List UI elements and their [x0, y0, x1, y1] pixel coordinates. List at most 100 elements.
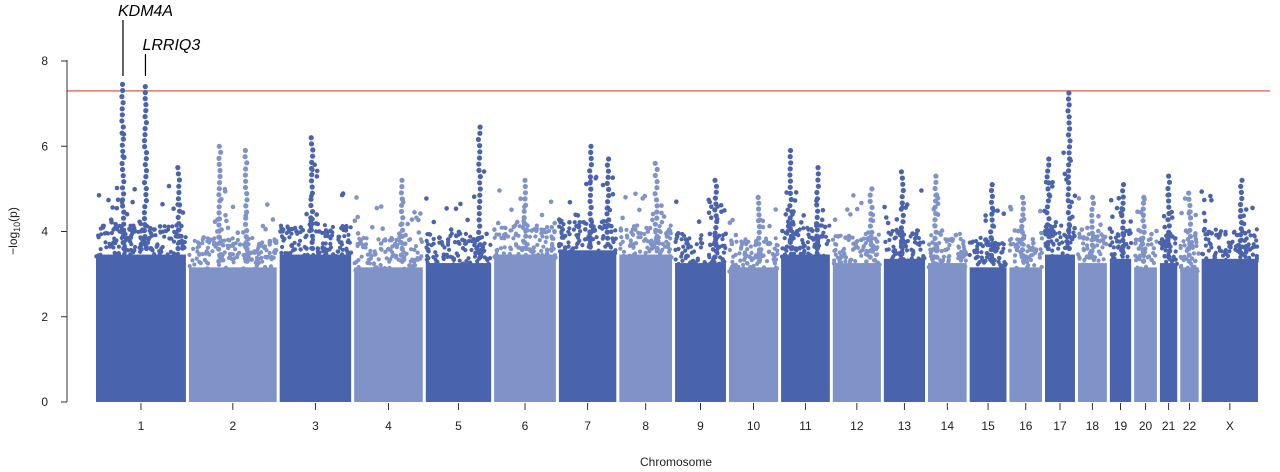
snp-point: [1109, 229, 1114, 234]
data-points: [94, 81, 1260, 402]
peak-point: [899, 200, 905, 206]
snp-point: [720, 237, 725, 242]
peak-point: [755, 194, 761, 200]
snp-point: [1148, 236, 1153, 242]
peak-point: [216, 234, 222, 240]
snp-point: [1195, 268, 1200, 274]
snp-point: [471, 194, 477, 199]
snp-point: [578, 229, 583, 234]
peak-point: [587, 174, 594, 180]
peak-point: [173, 230, 179, 235]
snp-point: [1098, 222, 1103, 227]
peak-point: [1066, 90, 1072, 96]
peak-point: [899, 250, 905, 256]
snp-point: [256, 260, 262, 265]
snp-point: [374, 205, 380, 211]
snp-point: [322, 223, 327, 228]
snp-point: [433, 250, 438, 255]
snp-point: [941, 254, 947, 259]
snp-point: [466, 256, 471, 261]
peak-point: [719, 209, 724, 214]
snp-point: [630, 256, 635, 261]
snp-point: [822, 224, 828, 230]
peak-point: [900, 181, 906, 187]
peak-point: [1046, 216, 1052, 222]
snp-point: [876, 232, 881, 237]
peak-point: [758, 247, 764, 252]
peak-point: [143, 108, 149, 114]
snp-point: [1124, 228, 1129, 234]
peak-point: [1065, 96, 1072, 102]
snp-point: [561, 249, 567, 254]
snp-point: [343, 228, 349, 233]
snp-point: [132, 187, 137, 192]
snp-point: [818, 254, 823, 259]
snp-point: [1243, 254, 1248, 259]
snp-point: [345, 252, 350, 257]
peak-point: [308, 141, 315, 147]
snp-point: [514, 231, 519, 236]
peak-point: [587, 168, 593, 174]
peak-point: [898, 206, 904, 212]
snp-point: [311, 252, 316, 258]
snp-point: [340, 247, 345, 252]
snp-point: [444, 206, 449, 211]
snp-point: [623, 195, 628, 200]
peak-point: [649, 242, 654, 248]
x-tick-label: 5: [455, 419, 462, 433]
x-tick-label: 9: [697, 419, 704, 433]
snp-point: [378, 241, 384, 246]
peak-point: [175, 245, 181, 252]
snp-point: [340, 252, 345, 257]
peak-point: [713, 236, 719, 242]
snp-point: [957, 231, 963, 236]
snp-point: [122, 252, 127, 257]
snp-point: [425, 253, 430, 259]
snp-point: [1030, 237, 1036, 242]
peak-point: [243, 234, 249, 240]
snp-point: [1050, 248, 1055, 253]
snp-point: [342, 234, 347, 239]
peak-point: [989, 182, 995, 188]
snp-point: [1179, 210, 1184, 216]
snp-point: [691, 265, 696, 270]
peak-point: [1187, 221, 1194, 227]
snp-point: [327, 247, 332, 252]
snp-point: [633, 191, 638, 197]
peak-point: [990, 223, 996, 229]
peak-point: [1072, 193, 1078, 199]
snp-point: [628, 238, 633, 243]
peak-point: [654, 185, 660, 191]
peak-point: [216, 186, 222, 192]
snp-point: [797, 246, 802, 251]
peak-point: [121, 132, 127, 137]
snp-point: [1128, 231, 1133, 236]
peak-point: [787, 227, 793, 233]
peak-point: [143, 150, 150, 156]
peak-point: [307, 228, 312, 234]
snp-point: [492, 227, 497, 232]
snp-point: [963, 258, 968, 263]
snp-point: [748, 264, 753, 270]
peak-point: [522, 196, 528, 202]
snp-point: [767, 223, 772, 229]
snp-point: [447, 247, 452, 252]
snp-point: [516, 251, 521, 257]
peak-point: [309, 239, 315, 245]
y-tick-label: 0: [41, 395, 48, 409]
snp-point: [515, 219, 520, 225]
snp-point: [1243, 244, 1249, 249]
snp-point: [128, 239, 133, 244]
snp-point: [698, 245, 704, 250]
peak-point: [1187, 215, 1194, 221]
snp-point: [437, 235, 442, 240]
peak-point: [175, 196, 181, 202]
snp-point: [581, 220, 586, 225]
snp-point: [539, 248, 544, 254]
snp-point: [1160, 265, 1165, 270]
snp-point: [1038, 208, 1043, 214]
snp-point: [975, 254, 980, 259]
peak-point: [217, 167, 223, 174]
peak-point: [715, 245, 721, 251]
snp-point: [533, 253, 538, 258]
